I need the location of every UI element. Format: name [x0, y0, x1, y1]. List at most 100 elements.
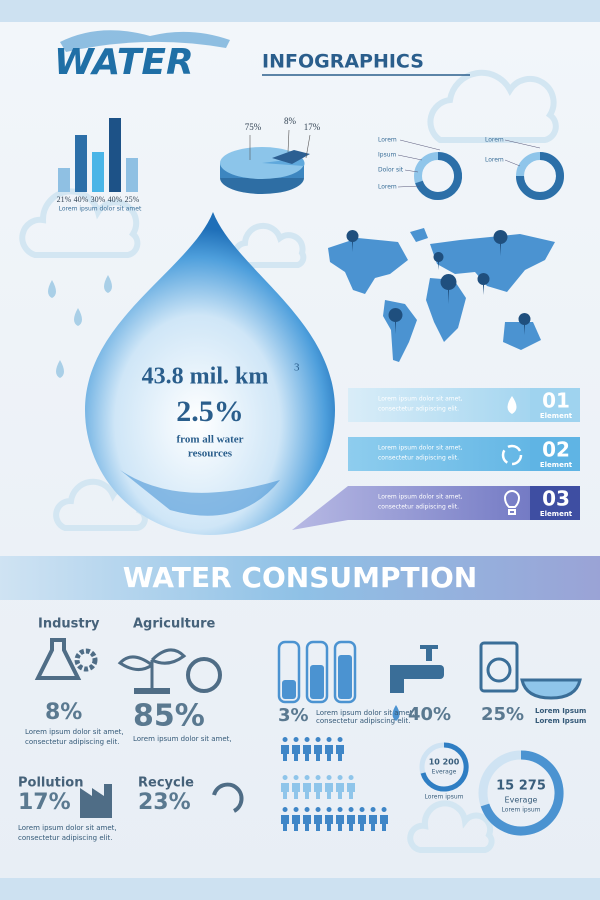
person	[336, 737, 344, 761]
top-strip	[0, 0, 600, 22]
drop-volume: 43.8 mil. km	[142, 364, 269, 390]
small-donuts	[419, 742, 564, 836]
pie-chart	[220, 129, 311, 194]
pollution-value: 17%	[18, 790, 71, 815]
person	[292, 737, 300, 761]
icons	[34, 638, 244, 818]
bar-label: 25%	[125, 195, 140, 204]
person	[325, 807, 333, 831]
banner	[0, 556, 600, 600]
water-drop	[85, 212, 335, 535]
person	[325, 737, 333, 761]
drop-icon	[507, 396, 517, 414]
industry-value: 8%	[45, 700, 82, 725]
map-pins	[346, 230, 531, 335]
element-box	[530, 486, 580, 520]
bar-label: 40%	[108, 195, 123, 204]
recycle-icon	[501, 444, 523, 466]
donut-legend: Lorem	[485, 157, 504, 164]
bottom-strip	[0, 878, 600, 900]
washing-value: 25%	[481, 704, 524, 725]
element-band	[348, 388, 548, 422]
person	[281, 737, 289, 761]
bottles-text: Lorem ipsum dolor sit amet,	[316, 709, 415, 717]
title: WATER	[54, 42, 194, 83]
element-box	[530, 437, 580, 471]
clouds	[19, 69, 559, 853]
banner-title: WATER CONSUMPTION	[123, 561, 477, 594]
element-label: Element	[540, 510, 573, 518]
pollution-text: Lorem ipsum dolor sit amet,	[18, 824, 117, 832]
donut-legend: Lorem	[485, 137, 504, 144]
bottles	[277, 640, 357, 704]
donut-charts	[414, 151, 564, 200]
drop-caption: resources	[188, 448, 233, 460]
tap-value: 40%	[408, 704, 451, 725]
person	[336, 775, 344, 799]
element-number: 02	[542, 438, 570, 462]
person	[281, 807, 289, 831]
person	[303, 737, 311, 761]
big-donut-caption: Lorem ipsum	[502, 807, 541, 814]
people	[281, 737, 388, 831]
washing-text: Lorem Ipsum	[535, 707, 586, 715]
person	[281, 775, 289, 799]
person	[358, 807, 366, 831]
bottles-value: 3%	[278, 705, 309, 726]
agriculture-text: Lorem ipsum dolor sit amet,	[133, 735, 232, 743]
person	[292, 775, 300, 799]
small-donut-label: Everage	[432, 769, 457, 776]
person	[325, 775, 333, 799]
bar-label: 30%	[91, 195, 106, 204]
rain-drops	[48, 275, 112, 378]
element-band	[292, 486, 548, 530]
big-donut-value: 15 275	[496, 779, 546, 794]
washing-text: Lorem Ipsum	[535, 717, 586, 725]
element-label: Element	[540, 412, 573, 420]
splash	[60, 30, 230, 52]
washing	[479, 641, 582, 700]
small-donut-value: 10 200	[429, 758, 460, 767]
person	[314, 807, 322, 831]
big-donut-label: Everage	[505, 796, 538, 805]
person	[314, 737, 322, 761]
bulb-icon	[503, 490, 521, 515]
small-donut-caption: Lorem ipsum	[425, 794, 464, 801]
person	[336, 807, 344, 831]
element-text: consectetur adipiscing elit.	[378, 406, 459, 413]
element-text: Lorem ipsum dolor sit amet,	[378, 494, 463, 501]
pie-label: 75%	[245, 122, 262, 132]
element-box	[530, 388, 580, 422]
donut-legend: Lorem	[378, 137, 397, 144]
bar-caption: Lorem ipsum dolor sit amet	[59, 206, 142, 213]
donut-leaders	[397, 139, 541, 188]
drop-volume-exponent: 3	[294, 362, 300, 374]
element-band	[348, 437, 548, 471]
donut-legend: Ipsum	[378, 152, 397, 159]
element-number: 01	[542, 389, 570, 413]
pie-label: 8%	[284, 116, 297, 126]
person	[314, 775, 322, 799]
subtitle: INFOGRAPHICS	[262, 51, 424, 73]
person	[369, 807, 377, 831]
industry-title: Industry	[38, 617, 100, 632]
recycle-title: Recycle	[138, 776, 194, 791]
element-text: consectetur adipiscing elit.	[378, 504, 459, 511]
drop-percent: 2.5%	[176, 395, 244, 428]
element-text: Lorem ipsum dolor sit amet,	[378, 445, 463, 452]
element-label: Element	[540, 461, 573, 469]
donut-legend: Dolor sit	[378, 167, 404, 174]
drop-caption: from all water	[177, 434, 244, 446]
person	[303, 775, 311, 799]
pollution-title: Pollution	[18, 776, 83, 791]
agriculture-title: Agriculture	[133, 617, 216, 632]
bottles-text: consectetur adipiscing elit.	[316, 717, 410, 725]
industry-text: consectetur adipiscing elit.	[25, 738, 119, 746]
person	[303, 807, 311, 831]
element-number: 03	[542, 487, 570, 511]
pollution-text: consectetur adipiscing elit.	[18, 834, 112, 842]
bar-label: 21%	[57, 195, 72, 204]
drop-wave	[120, 470, 280, 516]
world-map	[328, 228, 555, 362]
